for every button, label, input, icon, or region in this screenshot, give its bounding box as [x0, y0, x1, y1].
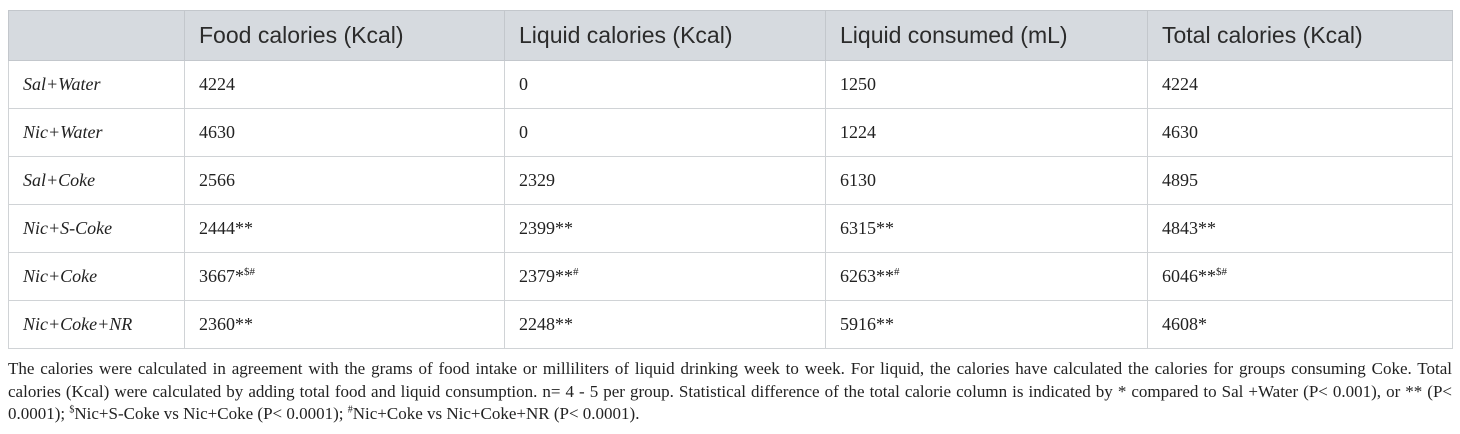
header-empty — [8, 10, 185, 61]
cell-value: 2444** — [199, 218, 253, 238]
table-cell: 4630 — [184, 108, 505, 157]
table-container: Food calories (Kcal) Liquid calories (Kc… — [8, 10, 1453, 349]
footnote-sup-dollar: $ — [69, 404, 75, 416]
table-cell: 5916** — [825, 300, 1148, 349]
cell-value: 5916** — [840, 314, 894, 334]
table-cell: 6046**$# — [1147, 252, 1453, 301]
cell-value: 6046** — [1162, 266, 1216, 286]
header-food-calories: Food calories (Kcal) — [184, 10, 505, 61]
header-row: Food calories (Kcal) Liquid calories (Kc… — [8, 10, 1453, 61]
table-cell: 2566 — [184, 156, 505, 205]
cell-value: 4895 — [1162, 170, 1198, 190]
cell-superscript: $# — [1216, 266, 1227, 278]
table-row: Nic+Coke 3667*$# 2379**# 6263**# 6046**$# — [8, 252, 1453, 301]
table-row: Sal+Water 4224 0 1250 4224 — [8, 60, 1453, 109]
cell-value: 4224 — [199, 74, 235, 94]
cell-superscript: # — [894, 266, 900, 278]
table-row: Nic+S-Coke 2444** 2399** 6315** 4843** — [8, 204, 1453, 253]
table-row: Sal+Coke 2566 2329 6130 4895 — [8, 156, 1453, 205]
row-label: Sal+Water — [8, 60, 185, 109]
cell-value: 2566 — [199, 170, 235, 190]
cell-value: 6130 — [840, 170, 876, 190]
cell-value: 4843** — [1162, 218, 1216, 238]
cell-superscript: # — [573, 266, 579, 278]
cell-value: 1250 — [840, 74, 876, 94]
cell-value: 2399** — [519, 218, 573, 238]
cell-value: 2379** — [519, 266, 573, 286]
cell-superscript: $# — [244, 266, 255, 278]
cell-value: 0 — [519, 74, 528, 94]
cell-value: 3667* — [199, 266, 244, 286]
footnote-text-1: The calories were calculated in agreemen… — [8, 359, 1452, 423]
table-row: Nic+Water 4630 0 1224 4630 — [8, 108, 1453, 157]
cell-value: 0 — [519, 122, 528, 142]
cell-value: 2360** — [199, 314, 253, 334]
cell-value: 4630 — [1162, 122, 1198, 142]
cell-value: 4224 — [1162, 74, 1198, 94]
cell-value: 2248** — [519, 314, 573, 334]
table-cell: 1250 — [825, 60, 1148, 109]
footnote-text-3: Nic+Coke vs Nic+Coke+NR (P< 0.0001). — [352, 404, 640, 423]
table-cell: 4224 — [1147, 60, 1453, 109]
row-label: Sal+Coke — [8, 156, 185, 205]
table-cell: 4608* — [1147, 300, 1453, 349]
cell-value: 1224 — [840, 122, 876, 142]
row-label: Nic+S-Coke — [8, 204, 185, 253]
table-cell: 4630 — [1147, 108, 1453, 157]
calorie-table: Food calories (Kcal) Liquid calories (Kc… — [8, 10, 1453, 349]
table-cell: 0 — [504, 60, 826, 109]
header-total-calories: Total calories (Kcal) — [1147, 10, 1453, 61]
table-cell: 6263**# — [825, 252, 1148, 301]
table-cell: 2329 — [504, 156, 826, 205]
table-cell: 6315** — [825, 204, 1148, 253]
table-cell: 4843** — [1147, 204, 1453, 253]
cell-value: 4630 — [199, 122, 235, 142]
footnote-sup-hash: # — [347, 404, 353, 416]
row-label: Nic+Water — [8, 108, 185, 157]
row-label: Nic+Coke+NR — [8, 300, 185, 349]
table-cell: 3667*$# — [184, 252, 505, 301]
table-cell: 2379**# — [504, 252, 826, 301]
table-cell: 6130 — [825, 156, 1148, 205]
table-cell: 4224 — [184, 60, 505, 109]
table-cell: 2399** — [504, 204, 826, 253]
header-liquid-calories: Liquid calories (Kcal) — [504, 10, 826, 61]
table-row: Nic+Coke+NR 2360** 2248** 5916** 4608* — [8, 300, 1453, 349]
cell-value: 4608* — [1162, 314, 1207, 334]
table-footnote: The calories were calculated in agreemen… — [8, 358, 1452, 426]
row-label: Nic+Coke — [8, 252, 185, 301]
cell-value: 6315** — [840, 218, 894, 238]
header-liquid-consumed: Liquid consumed (mL) — [825, 10, 1148, 61]
table-cell: 2444** — [184, 204, 505, 253]
table-cell: 1224 — [825, 108, 1148, 157]
table-cell: 4895 — [1147, 156, 1453, 205]
cell-value: 6263** — [840, 266, 894, 286]
footnote-text-2: Nic+S-Coke vs Nic+Coke (P< 0.0001); — [74, 404, 348, 423]
cell-value: 2329 — [519, 170, 555, 190]
table-cell: 0 — [504, 108, 826, 157]
table-cell: 2248** — [504, 300, 826, 349]
table-cell: 2360** — [184, 300, 505, 349]
